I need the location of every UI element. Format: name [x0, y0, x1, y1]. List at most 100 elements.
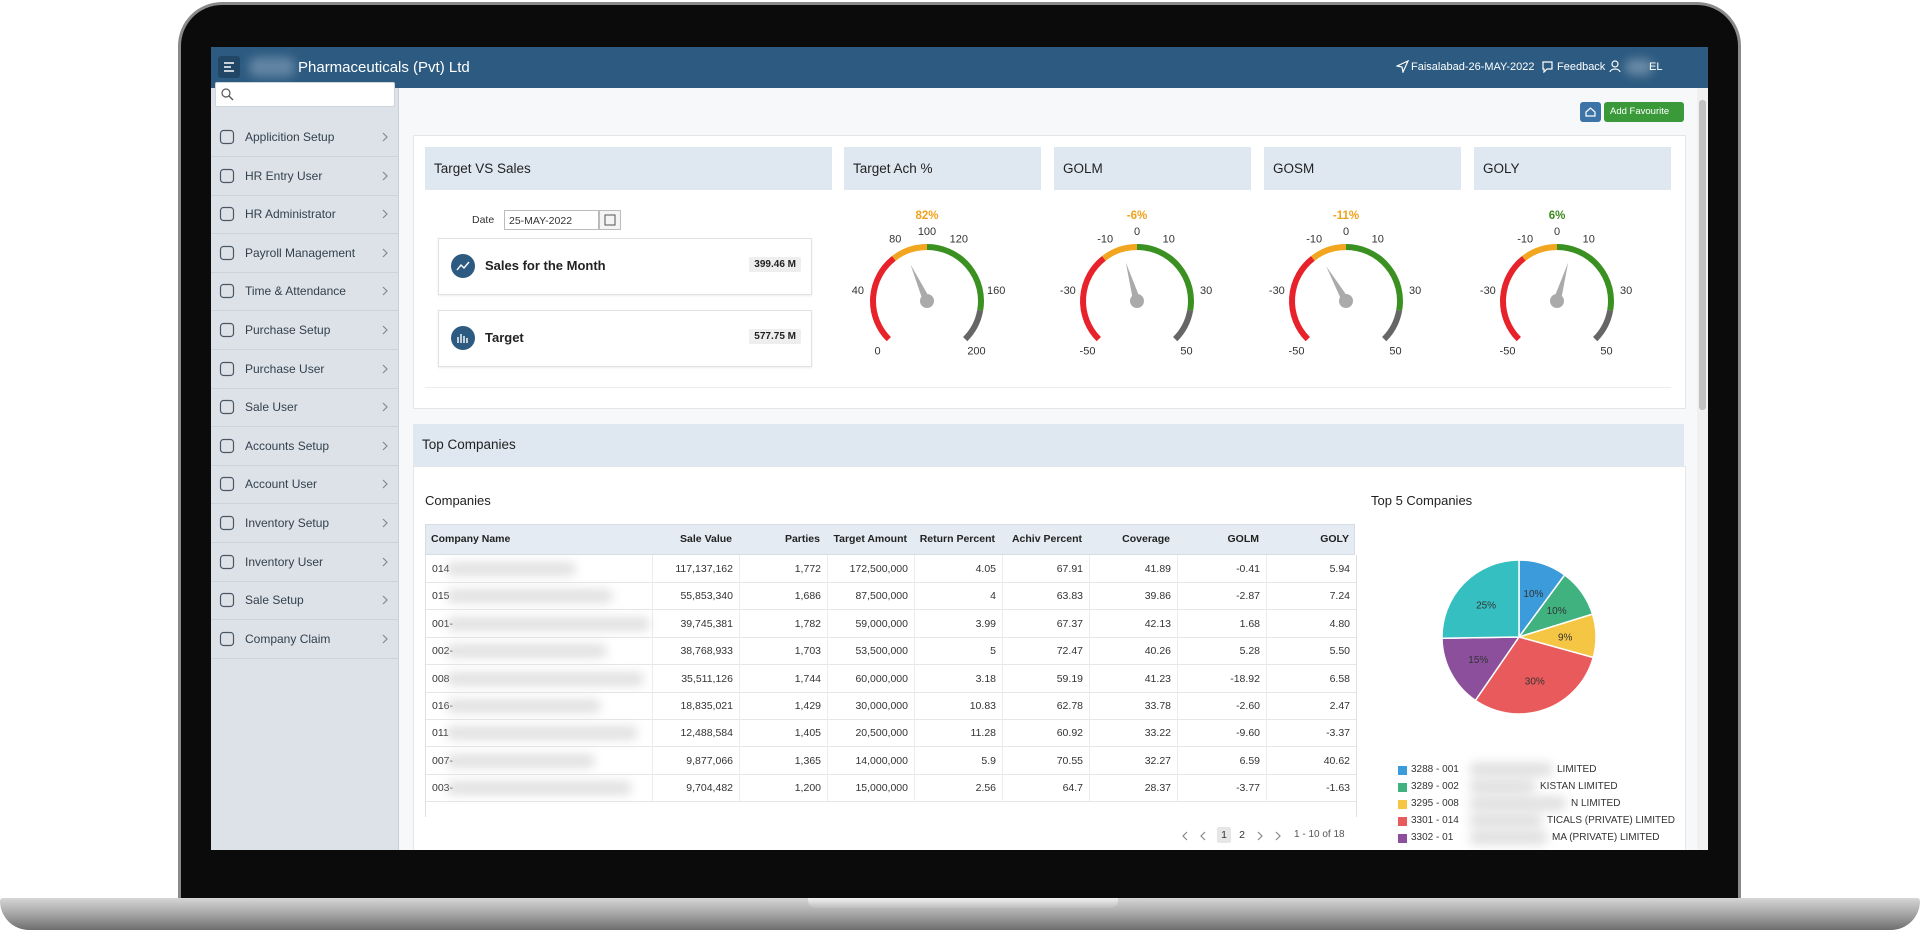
sidebar-item[interactable]: HR Entry User	[211, 157, 398, 196]
sidebar-item[interactable]: Account User	[211, 465, 398, 505]
legend-suffix[interactable]: N LIMITED	[1571, 798, 1621, 809]
column-border	[1177, 746, 1178, 775]
search-box[interactable]	[215, 82, 395, 107]
calendar-button[interactable]	[599, 210, 621, 230]
column-header[interactable]: Company Name	[431, 533, 511, 545]
table-cell: 008	[432, 672, 450, 685]
menu-icon	[219, 554, 235, 569]
table-cell: 1,405	[794, 727, 821, 740]
column-border	[1002, 774, 1003, 802]
card-header: Target VS Sales	[425, 147, 832, 190]
chart-title: Top 5 Companies	[1371, 493, 1473, 508]
scrollbar-thumb[interactable]	[1699, 100, 1706, 410]
date-input[interactable]: 25-MAY-2022	[504, 210, 599, 230]
sidebar-item[interactable]: Purchase User	[211, 350, 398, 389]
menu-icon	[219, 631, 235, 646]
sidebar-item[interactable]: Applicition Setup	[211, 118, 398, 157]
chevron	[382, 248, 388, 258]
page-button[interactable]: 1	[1217, 827, 1231, 843]
card-label: Target	[485, 330, 524, 345]
legend-suffix[interactable]: MA (PRIVATE) LIMITED	[1552, 832, 1660, 843]
icon-shape	[219, 554, 235, 569]
column-border	[827, 719, 828, 747]
sidebar-item[interactable]: Payroll Management	[211, 234, 398, 273]
column-border	[914, 637, 915, 665]
table-cell: 72.47	[1056, 645, 1083, 658]
table-cell: 53,500,000	[855, 645, 908, 658]
page-button[interactable]: 2	[1239, 829, 1245, 841]
column-border	[1002, 637, 1003, 665]
chevron-icon	[382, 518, 388, 528]
legend-suffix[interactable]: TICALS (PRIVATE) LIMITED	[1547, 815, 1675, 826]
table-cell: -9.60	[1236, 727, 1260, 740]
table-cell: 1,686	[794, 590, 821, 603]
column-header[interactable]: Parties	[784, 533, 820, 545]
legend-suffix[interactable]: LIMITED	[1557, 764, 1597, 775]
legend-code[interactable]: 3295 - 008	[1411, 798, 1459, 809]
card-header: Target Ach %	[844, 147, 1041, 190]
blurred-name	[446, 644, 607, 659]
blurred-logo	[249, 57, 295, 77]
sidebar-item[interactable]: Time & Attendance	[211, 272, 398, 312]
sidebar-item[interactable]: Sale Setup	[211, 581, 398, 621]
sidebar-item[interactable]: Inventory User	[211, 543, 398, 582]
sidebar-item[interactable]: HR Administrator	[211, 195, 398, 235]
column-border	[914, 692, 915, 720]
add-favourite-button[interactable]: Add Favourite	[1604, 102, 1684, 122]
calendar-icon	[604, 214, 616, 226]
column-header[interactable]: GOLM	[1227, 533, 1260, 545]
icon-shape	[219, 631, 235, 646]
column-header[interactable]: Coverage	[1122, 533, 1170, 545]
card-icon-glyph	[457, 334, 468, 343]
table-cell: 5.50	[1329, 645, 1350, 658]
card-header: GOSM	[1264, 147, 1461, 190]
legend-code[interactable]: 3289 - 002	[1411, 781, 1459, 792]
menu-icon	[219, 207, 235, 222]
legend-code[interactable]: 3302 - 01	[1411, 832, 1454, 843]
table-cell: 015	[432, 590, 450, 603]
sidebar-label: Purchase User	[245, 361, 325, 376]
table-cell: 42.13	[1144, 617, 1171, 630]
column-header[interactable]: Return Percent	[919, 533, 995, 545]
icon-shape	[219, 245, 235, 260]
feedback-link[interactable]: Feedback	[1557, 61, 1606, 73]
date-label: Date	[472, 214, 495, 226]
table-body: 014 117,137,162 1,772 172,500,000 4.05 67.91 4…	[425, 555, 1357, 817]
column-border	[1266, 637, 1267, 665]
chevron	[382, 479, 388, 489]
column-border	[1266, 774, 1267, 802]
chevron-icon	[382, 171, 388, 181]
column-border	[652, 582, 653, 610]
column-header[interactable]: Achiv Percent	[1011, 533, 1082, 545]
sidebar-item[interactable]: Purchase Setup	[211, 311, 398, 350]
location-menu[interactable]: Faisalabad-26-MAY-2022	[1411, 61, 1535, 73]
sidebar-item[interactable]: Inventory Setup	[211, 504, 398, 543]
column-border	[914, 664, 915, 692]
icon-shape	[219, 361, 235, 376]
legend-code[interactable]: 3288 - 001	[1411, 764, 1459, 775]
menu-button[interactable]	[218, 56, 240, 78]
column-border	[1177, 719, 1178, 747]
menu-icon	[219, 438, 235, 453]
column-header[interactable]: GOLY	[1320, 533, 1349, 545]
table-cell: 4	[990, 590, 996, 603]
column-header[interactable]: Target Amount	[833, 533, 908, 545]
scrollbar	[1697, 88, 1708, 850]
column-border	[1002, 609, 1003, 638]
icon-shape	[219, 129, 235, 145]
table-cell: 18,835,021	[680, 700, 733, 712]
sidebar-item[interactable]: Company Claim	[211, 620, 398, 659]
chevron	[1200, 831, 1206, 841]
legend-code[interactable]: 3301 - 014	[1411, 815, 1459, 826]
legend-suffix[interactable]: KISTAN LIMITED	[1540, 781, 1618, 792]
column-border	[1177, 774, 1178, 802]
sidebar-item[interactable]: Accounts Setup	[211, 427, 398, 466]
user-menu[interactable]: EL	[1649, 61, 1663, 73]
column-border	[827, 746, 828, 775]
home-button[interactable]	[1580, 102, 1601, 122]
table-row-border	[426, 609, 1356, 611]
sidebar-item[interactable]: Sale User	[211, 388, 398, 428]
column-header[interactable]: Sale Value	[680, 533, 732, 545]
table-cell: 014	[432, 563, 450, 575]
blurred-name	[446, 699, 601, 713]
